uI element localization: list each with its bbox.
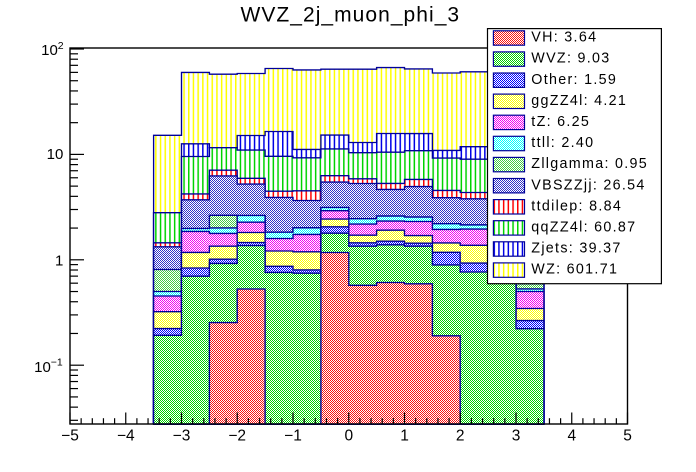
svg-text:tZ: 6.25: tZ: 6.25 [531,114,590,130]
svg-text:ggZZ4l: 4.21: ggZZ4l: 4.21 [531,93,627,109]
svg-text:5: 5 [623,427,632,444]
svg-text:−5: −5 [61,427,79,444]
svg-text:−1: −1 [284,427,302,444]
svg-text:Zllgamma: 0.95: Zllgamma: 0.95 [531,156,648,172]
svg-text:10: 10 [41,42,58,59]
svg-text:Zjets: 39.37: Zjets: 39.37 [531,241,621,257]
svg-text:WVZ: 9.03: WVZ: 9.03 [531,51,610,67]
svg-text:−3: −3 [173,427,191,444]
svg-text:−1: −1 [51,357,63,369]
svg-text:2: 2 [456,427,465,444]
svg-text:qqZZ4l: 60.87: qqZZ4l: 60.87 [531,220,636,236]
svg-text:4: 4 [567,427,576,444]
svg-text:WVZ_2j_muon_phi_3: WVZ_2j_muon_phi_3 [240,4,459,27]
svg-text:2: 2 [58,40,64,52]
svg-text:0: 0 [344,427,353,444]
svg-text:10: 10 [34,359,51,376]
svg-text:10: 10 [47,146,64,163]
svg-text:WZ: 601.71: WZ: 601.71 [531,262,618,278]
svg-text:−2: −2 [228,427,246,444]
svg-text:ttll: 2.40: ttll: 2.40 [531,135,594,151]
svg-text:VBSZZjj: 26.54: VBSZZjj: 26.54 [531,177,645,193]
svg-text:1: 1 [55,252,63,269]
svg-text:3: 3 [512,427,521,444]
svg-text:Other: 1.59: Other: 1.59 [531,72,617,88]
svg-text:VH: 3.64: VH: 3.64 [531,30,597,46]
svg-text:ttdilep: 8.84: ttdilep: 8.84 [531,198,622,214]
svg-text:1: 1 [400,427,409,444]
svg-text:−4: −4 [117,427,135,444]
